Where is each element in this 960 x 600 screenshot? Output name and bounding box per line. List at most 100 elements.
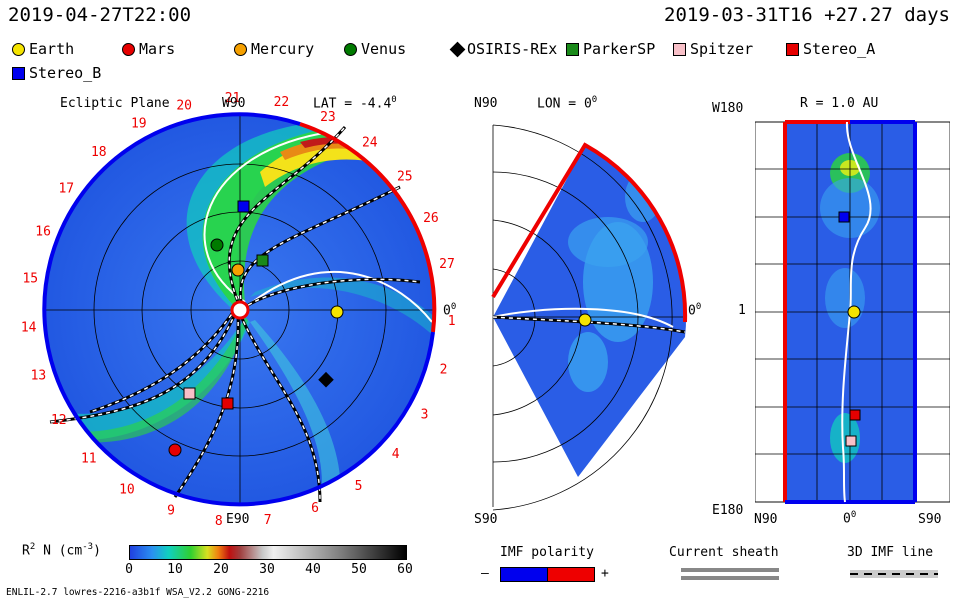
day-label: 13 [31, 369, 47, 384]
day-label: 27 [439, 257, 455, 272]
day-label: 9 [167, 503, 175, 518]
osiris-marker [318, 371, 334, 388]
imf-line-sample [850, 570, 938, 578]
square-symbol-icon [786, 42, 799, 56]
venus-marker [210, 238, 224, 252]
circle-symbol-icon [344, 42, 357, 56]
day-label: 7 [264, 513, 272, 528]
day-label: 23 [320, 110, 336, 125]
parker-marker [256, 254, 269, 267]
square-symbol-icon [12, 66, 25, 80]
day-label: 25 [397, 170, 413, 185]
earth-marker [330, 305, 344, 319]
circle-symbol-icon [12, 42, 25, 56]
day-label: 5 [355, 479, 363, 494]
imf-polarity-title: IMF polarity [500, 545, 594, 560]
day-label: 17 [58, 181, 74, 196]
circle-symbol-icon [234, 42, 247, 56]
day-label: 21 [225, 92, 241, 106]
imf-minus: – [481, 566, 489, 581]
ecliptic-title: Ecliptic Plane [60, 96, 170, 111]
meridional-zero-label: 00 [688, 302, 702, 319]
lat-label: LAT = -4.40 [313, 95, 397, 112]
day-label: 3 [421, 407, 429, 422]
current-sheath-title: Current sheath [669, 545, 779, 560]
ecliptic-zero-label: 00 [443, 302, 457, 319]
legend-label: Venus [361, 40, 407, 58]
legend-item-earth: Earth [12, 40, 74, 58]
day-label: 11 [81, 452, 97, 467]
day-label: 15 [22, 272, 38, 287]
legend-item-spitzer: Spitzer [673, 40, 753, 58]
colorbar [129, 545, 407, 560]
day-label: 6 [311, 501, 319, 516]
radius-label: R = 1.0 AU [800, 96, 879, 111]
day-label: 18 [91, 145, 107, 160]
circle-symbol-icon [122, 42, 135, 56]
sheath-line-2 [681, 576, 779, 580]
e180-label: E180 [712, 503, 744, 518]
imf-positive-swatch [547, 567, 595, 582]
colorbar-tick: 30 [259, 562, 275, 577]
day-label: 10 [119, 482, 135, 497]
spitzer-marker [183, 387, 196, 400]
legend-label: OSIRIS-REx [467, 40, 558, 58]
legend-label: ParkerSP [583, 40, 656, 58]
colorbar-tick: 40 [305, 562, 321, 577]
legend-item-osiris-rex: OSIRIS-REx [449, 40, 558, 58]
day-label: 16 [35, 224, 51, 239]
radial-panel [755, 120, 950, 504]
meridional-plane-panel [491, 124, 688, 511]
radial-s90-label: S90 [918, 512, 942, 527]
legend-item-parkersp: ParkerSP [566, 40, 655, 58]
mercury-marker [231, 263, 245, 277]
colorbar-tick: 10 [167, 562, 183, 577]
stereo-a-marker [221, 397, 234, 410]
colorbar-tick: 20 [213, 562, 229, 577]
sheath-line-1 [681, 568, 779, 572]
colorbar-label: R2 N (cm-3) [22, 542, 101, 559]
imf-plus: + [601, 566, 609, 581]
stereo-b-marker [237, 200, 250, 213]
day-label: 2 [440, 362, 448, 377]
radial-one-label: 1 [738, 303, 746, 318]
colorbar-tick: 50 [351, 562, 367, 577]
colorbar-tick: 0 [125, 562, 133, 577]
imf-line-title: 3D IMF line [847, 545, 934, 560]
legend-label: Stereo_A [803, 40, 876, 58]
lon-label: LON = 00 [537, 95, 598, 112]
day-label: 14 [21, 321, 37, 336]
legend-label: Spitzer [690, 40, 754, 58]
legend-item-venus: Venus [344, 40, 406, 58]
e90-label: E90 [226, 512, 250, 527]
left-timestamp: 2019-04-27T22:00 [8, 4, 192, 26]
day-label: 24 [362, 135, 378, 150]
mars-marker [168, 443, 182, 457]
day-label: 8 [215, 514, 223, 529]
square-symbol-icon [673, 42, 686, 56]
legend-label: Stereo_B [29, 64, 102, 82]
legend-item-mercury: Mercury [234, 40, 314, 58]
day-label: 26 [423, 211, 439, 226]
legend-label: Mercury [251, 40, 315, 58]
legend-item-stereo-a: Stereo_A [786, 40, 875, 58]
legend-item-stereo-b: Stereo_B [12, 64, 101, 82]
day-label: 22 [274, 95, 290, 110]
day-label: 12 [51, 413, 67, 428]
day-label: 19 [131, 117, 147, 132]
colorbar-tick: 60 [397, 562, 413, 577]
n90-label: N90 [474, 96, 498, 111]
radial-n90-label: N90 [754, 512, 778, 527]
footer-left: ENLIL-2.7 lowres-2216-a3b1f WSA_V2.2 GON… [6, 587, 270, 598]
radial-zero-label: 00 [843, 510, 857, 527]
legend-item-mars: Mars [122, 40, 175, 58]
legend-label: Earth [29, 40, 75, 58]
w90-label: W90 [222, 96, 246, 111]
square-symbol-icon [566, 42, 579, 56]
diamond-symbol-icon [449, 41, 466, 57]
legend-label: Mars [139, 40, 176, 58]
right-timestamp: 2019-03-31T16 +27.27 days [664, 4, 950, 26]
s90-label: S90 [474, 512, 498, 527]
day-label: 4 [392, 447, 400, 462]
